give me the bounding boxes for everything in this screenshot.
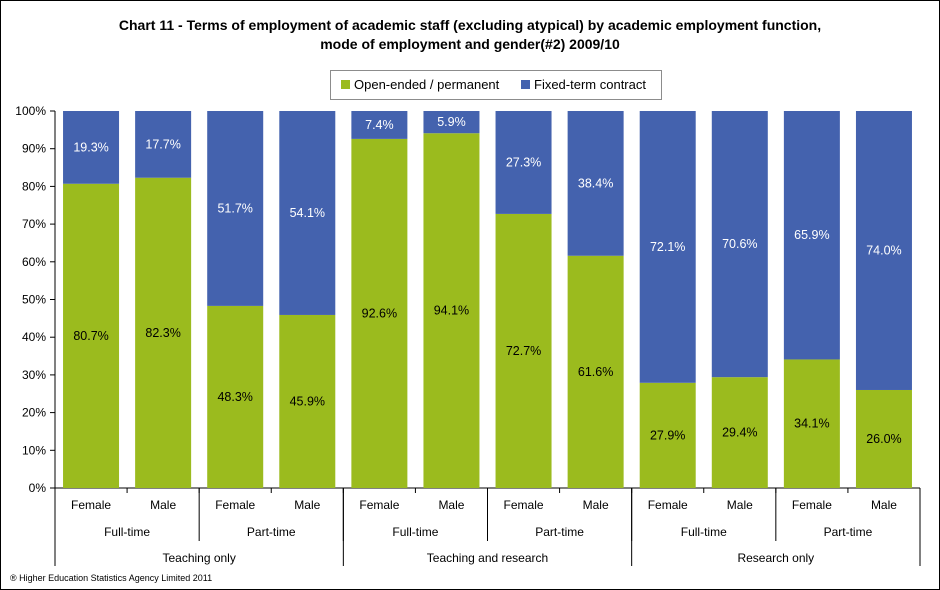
- bar-fixed-term: [135, 111, 192, 178]
- bar-open-ended: [63, 183, 120, 489]
- bar-open-ended: [855, 389, 912, 488]
- x-group-label: Part-time: [535, 525, 584, 539]
- data-label-fixed-term: 51.7%: [217, 201, 252, 215]
- data-label-fixed-term: 54.1%: [290, 206, 325, 220]
- bar-open-ended: [783, 359, 840, 488]
- data-label-open-ended: 26.0%: [866, 432, 901, 446]
- x-category-label: Female: [648, 498, 688, 512]
- legend-item-fixed-term: Fixed-term contract: [521, 77, 646, 92]
- bar-open-ended: [351, 138, 408, 488]
- bar-fixed-term: [495, 111, 552, 214]
- bar-open-ended: [135, 177, 192, 488]
- legend-item-open-ended: Open-ended / permanent: [341, 77, 499, 92]
- y-tick-label: 0%: [29, 481, 47, 495]
- data-label-open-ended: 29.4%: [722, 426, 757, 440]
- x-function-label: Teaching and research: [427, 551, 548, 565]
- y-tick-label: 60%: [22, 255, 46, 269]
- data-label-fixed-term: 65.9%: [794, 228, 829, 242]
- bar-fixed-term: [639, 111, 696, 383]
- y-tick-label: 100%: [15, 104, 46, 118]
- x-category-label: Male: [150, 498, 176, 512]
- x-category-label: Male: [583, 498, 609, 512]
- x-group-label: Part-time: [824, 525, 873, 539]
- data-label-fixed-term: 7.4%: [365, 118, 394, 132]
- bar-fixed-term: [279, 111, 336, 315]
- x-category-label: Male: [727, 498, 753, 512]
- bar-fixed-term: [855, 111, 912, 390]
- data-label-open-ended: 27.9%: [650, 428, 685, 442]
- x-group-label: Full-time: [104, 525, 150, 539]
- y-tick-label: 90%: [22, 142, 46, 156]
- data-label-fixed-term: 74.0%: [866, 243, 901, 257]
- y-tick-label: 50%: [22, 293, 46, 307]
- legend-swatch-fixed-term: [521, 80, 530, 89]
- x-category-label: Male: [438, 498, 464, 512]
- data-label-open-ended: 94.1%: [434, 304, 469, 318]
- x-group-label: Full-time: [681, 525, 727, 539]
- x-category-label: Male: [294, 498, 320, 512]
- x-category-label: Female: [359, 498, 399, 512]
- chart-title: Chart 11 - Terms of employment of academ…: [118, 17, 822, 33]
- bar-fixed-term: [783, 111, 840, 360]
- legend-label-open-ended: Open-ended / permanent: [354, 77, 500, 92]
- x-function-label: Research only: [737, 551, 814, 565]
- copyright-notice: ® Higher Education Statistics Agency Lim…: [10, 573, 213, 583]
- data-label-fixed-term: 38.4%: [578, 176, 613, 190]
- bar-open-ended: [567, 255, 624, 488]
- bar-fixed-term: [63, 111, 120, 184]
- bar-open-ended: [279, 314, 336, 488]
- y-tick-label: 30%: [22, 368, 46, 382]
- data-label-open-ended: 34.1%: [794, 417, 829, 431]
- bar-fixed-term: [207, 111, 264, 306]
- data-label-open-ended: 61.6%: [578, 365, 613, 379]
- data-label-open-ended: 82.3%: [145, 326, 180, 340]
- data-label-open-ended: 92.6%: [362, 306, 397, 320]
- x-category-label: Female: [71, 498, 111, 512]
- y-tick-label: 20%: [22, 406, 46, 420]
- bar-fixed-term: [351, 111, 408, 139]
- legend-label-fixed-term: Fixed-term contract: [534, 77, 646, 92]
- x-category-label: Female: [792, 498, 832, 512]
- y-tick-label: 70%: [22, 217, 46, 231]
- x-category-label: Female: [215, 498, 255, 512]
- y-tick-label: 10%: [22, 443, 46, 457]
- bar-fixed-term: [423, 111, 480, 134]
- x-group-label: Part-time: [247, 525, 296, 539]
- bar-open-ended: [207, 305, 264, 488]
- data-label-open-ended: 48.3%: [217, 390, 252, 404]
- legend-swatch-open-ended: [341, 80, 350, 89]
- x-category-label: Female: [504, 498, 544, 512]
- y-tick-label: 40%: [22, 330, 46, 344]
- bar-fixed-term: [711, 111, 768, 378]
- bar-open-ended: [639, 382, 696, 488]
- data-label-open-ended: 45.9%: [290, 394, 325, 408]
- data-label-fixed-term: 17.7%: [145, 137, 180, 151]
- data-label-open-ended: 72.7%: [506, 344, 541, 358]
- x-function-label: Teaching only: [162, 551, 235, 565]
- x-group-label: Full-time: [392, 525, 438, 539]
- chart-legend: Open-ended / permanent Fixed-term contra…: [330, 70, 662, 100]
- bar-open-ended: [711, 377, 768, 488]
- data-label-open-ended: 80.7%: [73, 329, 108, 343]
- data-label-fixed-term: 5.9%: [437, 115, 466, 129]
- chart-subtitle: mode of employment and gender(#2) 2009/1…: [320, 36, 620, 52]
- y-tick-label: 80%: [22, 179, 46, 193]
- data-label-fixed-term: 70.6%: [722, 237, 757, 251]
- data-label-fixed-term: 72.1%: [650, 240, 685, 254]
- bar-fixed-term: [567, 111, 624, 256]
- bar-open-ended: [423, 133, 480, 489]
- data-label-fixed-term: 27.3%: [506, 155, 541, 169]
- bar-open-ended: [495, 213, 552, 488]
- x-category-label: Male: [871, 498, 897, 512]
- data-label-fixed-term: 19.3%: [73, 140, 108, 154]
